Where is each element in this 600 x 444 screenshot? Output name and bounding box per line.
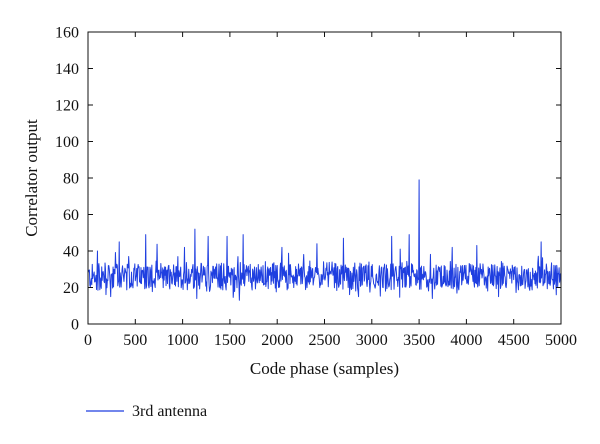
y-tick-label-100: 100: [55, 134, 79, 151]
x-tick-label-500: 500: [123, 332, 147, 349]
axes: 0 500 1000 1500 2000 2500 3000 3500 4000 4500 5000…: [22, 25, 577, 379]
y-tick-label-140: 140: [55, 61, 79, 78]
x-axis-label: Code phase (samples): [250, 359, 399, 378]
y-tick-label-0: 0: [71, 317, 79, 334]
x-tick-label-1500: 1500: [214, 332, 246, 349]
y-tick-label-80: 80: [63, 171, 79, 188]
x-tick-label-5000: 5000: [545, 332, 577, 349]
legend-label-3rd-antenna: 3rd antenna: [132, 403, 207, 420]
y-tick-label-120: 120: [55, 98, 79, 115]
x-tick-label-3000: 3000: [356, 332, 388, 349]
plot-area: [87, 179, 562, 301]
x-tick-label-0: 0: [84, 332, 92, 349]
y-tick-label-160: 160: [55, 25, 79, 42]
x-tick-label-1000: 1000: [167, 332, 199, 349]
y-tick-label-60: 60: [63, 207, 79, 224]
x-tick-label-4000: 4000: [450, 332, 482, 349]
series-line-3rd-antenna: [87, 179, 562, 301]
x-tick-label-3500: 3500: [403, 332, 435, 349]
legend: 3rd antenna: [86, 403, 207, 420]
y-tick-label-40: 40: [63, 244, 79, 261]
y-axis-label: Correlator output: [22, 119, 41, 237]
y-tick-label-20: 20: [63, 280, 79, 297]
x-tick-label-2500: 2500: [309, 332, 341, 349]
x-tick-label-4500: 4500: [498, 332, 530, 349]
x-tick-label-2000: 2000: [261, 332, 293, 349]
